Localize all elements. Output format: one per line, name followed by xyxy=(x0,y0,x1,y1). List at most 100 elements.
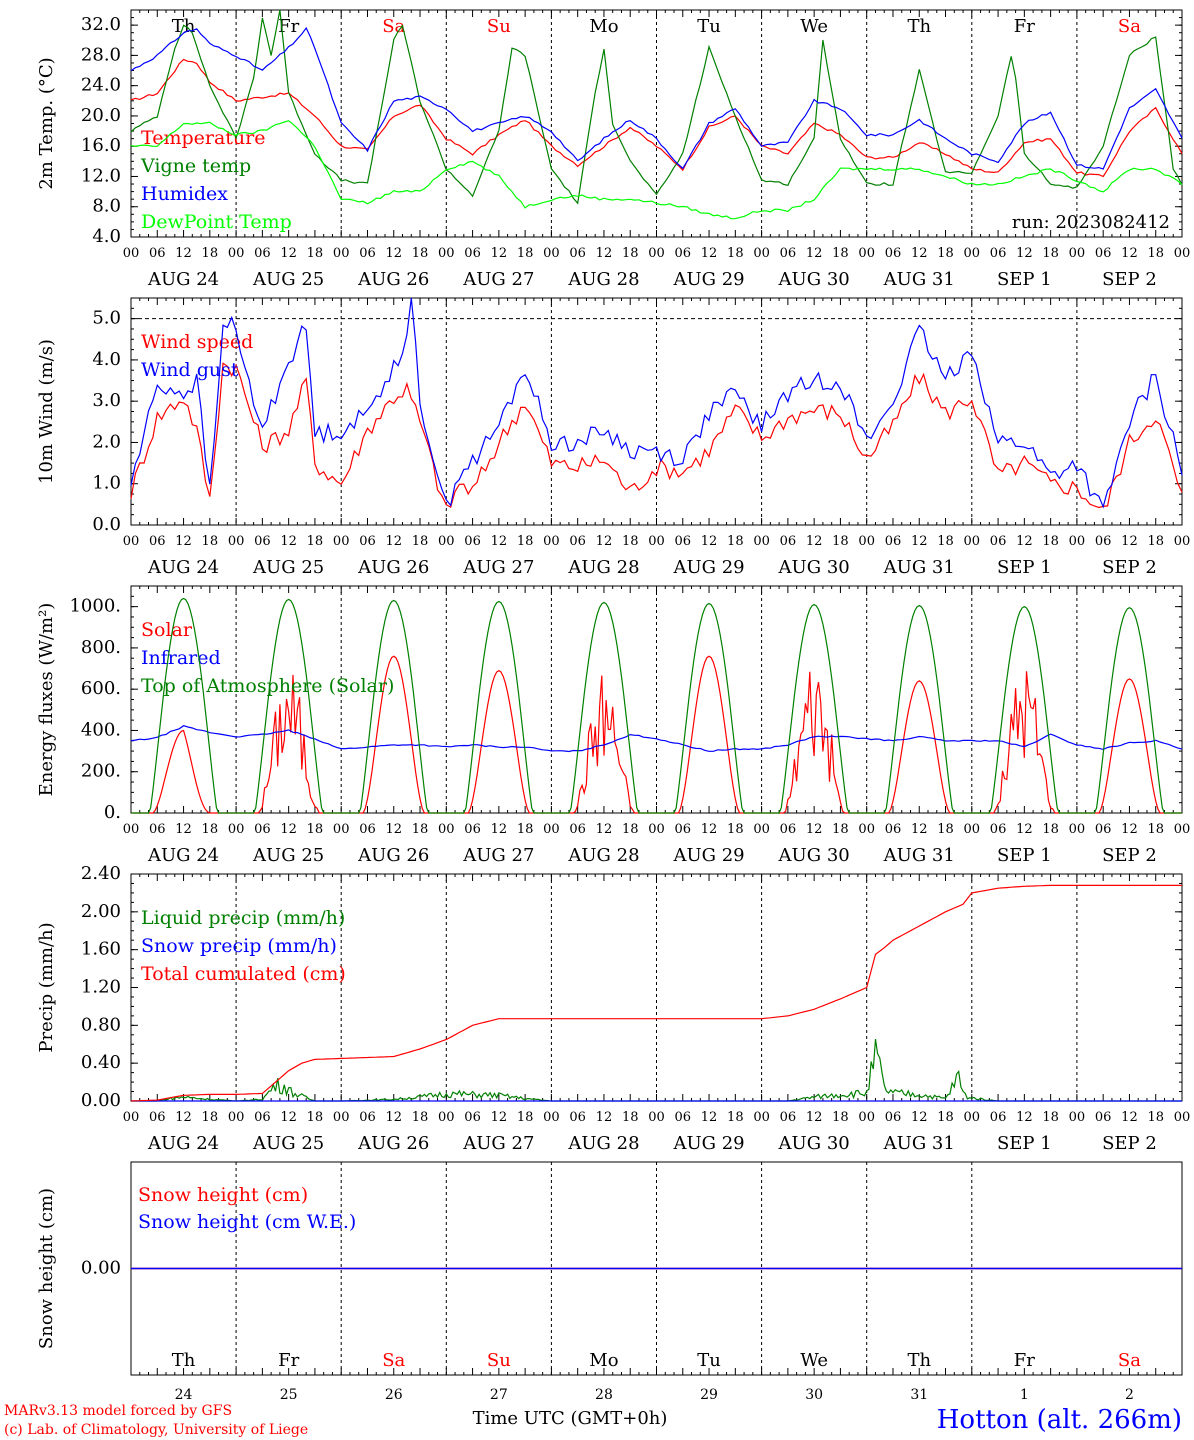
x-tick-label: 18 xyxy=(1042,534,1059,549)
y-axis-label: Snow height (cm) xyxy=(36,1188,57,1349)
run-label: run: 2023082412 xyxy=(1012,212,1170,233)
date-label: AUG 31 xyxy=(883,269,955,290)
y-tick-label: 4.0 xyxy=(92,349,121,370)
x-tick-label: 12 xyxy=(385,534,402,549)
weekday-label: Th xyxy=(907,16,931,37)
y-tick-label: 400. xyxy=(81,719,121,740)
x-tick-label: 12 xyxy=(1121,534,1138,549)
date-label: AUG 31 xyxy=(883,557,955,578)
x-tick-label: 00 xyxy=(964,246,981,261)
x-tick-label: 00 xyxy=(1174,534,1191,549)
x-tick-label: 06 xyxy=(254,822,271,837)
x-tick-label: 00 xyxy=(753,534,770,549)
date-label: SEP 2 xyxy=(1102,1133,1157,1154)
x-tick-label: 06 xyxy=(1095,246,1112,261)
x-tick-label: 18 xyxy=(832,1110,849,1125)
x-tick-label: 18 xyxy=(202,534,219,549)
panel-3: 0. 200. 400. 600. 800. 1000. Energy fluxes (W/… xyxy=(36,585,1190,866)
x-tick-label: 00 xyxy=(964,822,981,837)
x-tick-label: 06 xyxy=(569,246,586,261)
y-tick-label: 1000. xyxy=(69,596,121,617)
weekday-label: Sa xyxy=(1118,16,1141,37)
y-tick-label: 200. xyxy=(81,761,121,782)
weekday-label: Fr xyxy=(278,16,299,37)
series-line-2 xyxy=(130,884,1182,1102)
x-tick-label: 00 xyxy=(964,534,981,549)
y-tick-label: 600. xyxy=(81,678,121,699)
x-tick-label: 18 xyxy=(517,1110,534,1125)
x-tick-label: 00 xyxy=(753,1110,770,1125)
legend-entry: Wind speed xyxy=(141,331,253,353)
weekday-label: Fr xyxy=(1014,16,1035,37)
x-tick-label: 00 xyxy=(648,534,665,549)
x-tick-label: 18 xyxy=(517,534,534,549)
date-label: AUG 30 xyxy=(778,1133,850,1154)
series-line-0 xyxy=(130,362,1183,509)
x-tick-label: 18 xyxy=(1042,1110,1059,1125)
date-label: AUG 28 xyxy=(567,1133,639,1154)
date-label: AUG 26 xyxy=(357,1133,429,1154)
y-tick-label: 0.40 xyxy=(81,1052,121,1073)
weekday-label: Sa xyxy=(1118,1350,1141,1371)
x-tick-label: 18 xyxy=(937,822,954,837)
weekday-label: Th xyxy=(907,1350,931,1371)
x-tick-label: 06 xyxy=(254,246,271,261)
date-label: AUG 25 xyxy=(252,1133,324,1154)
x-tick-label: 12 xyxy=(491,246,508,261)
x-tick-label: 06 xyxy=(254,1110,271,1125)
x-tick-label: 12 xyxy=(175,1110,192,1125)
series-line-2 xyxy=(130,26,1183,170)
x-tick-label: 06 xyxy=(359,246,376,261)
y-tick-label: 20.0 xyxy=(81,105,121,126)
y-tick-label: 5.0 xyxy=(92,308,121,329)
x-tick-label: 00 xyxy=(228,1110,245,1125)
x-tick-label: 18 xyxy=(832,534,849,549)
x-tick-label: 18 xyxy=(727,1110,744,1125)
x-tick-label: 06 xyxy=(464,534,481,549)
x-tick-label: 18 xyxy=(517,822,534,837)
x-tick-label: 12 xyxy=(175,246,192,261)
x-tick-label: 12 xyxy=(911,1110,928,1125)
x-tick-label: 18 xyxy=(1042,822,1059,837)
y-tick-label: 800. xyxy=(81,637,121,658)
date-label: AUG 28 xyxy=(567,845,639,866)
x-tick-label: 00 xyxy=(648,1110,665,1125)
x-tick-label: 06 xyxy=(885,822,902,837)
x-tick-label: 00 xyxy=(438,1110,455,1125)
x-tick-label: 18 xyxy=(622,534,639,549)
x-tick-label: 18 xyxy=(1042,246,1059,261)
series-line-1 xyxy=(130,725,1183,753)
x-tick-label: 12 xyxy=(1121,246,1138,261)
date-label: AUG 27 xyxy=(462,557,534,578)
weekday-label: Tu xyxy=(697,1350,721,1371)
y-axis-label: 10m Wind (m/s) xyxy=(36,339,57,484)
legend-entry: Wind gust xyxy=(141,359,239,381)
y-tick-label: 24.0 xyxy=(81,75,121,96)
y-tick-label: 0.00 xyxy=(81,1090,121,1111)
x-tick-label: 18 xyxy=(1147,534,1164,549)
date-label: AUG 28 xyxy=(567,269,639,290)
date-label: AUG 31 xyxy=(883,845,955,866)
x-tick-label: 00 xyxy=(648,246,665,261)
x-tick-label: 18 xyxy=(1147,246,1164,261)
x-tick-label: 00 xyxy=(858,1110,875,1125)
x-tick-label: 12 xyxy=(1121,822,1138,837)
panel-2: 0.0 1.0 2.0 3.0 4.0 5.0 10m Wind (m/s) 00 06 12 18… xyxy=(36,297,1191,578)
x-tick-label: 06 xyxy=(780,822,797,837)
legend-entry: Humidex xyxy=(141,183,228,205)
day-number-label: 24 xyxy=(175,1387,193,1403)
weekday-label: Fr xyxy=(278,1350,299,1371)
x-tick-label: 06 xyxy=(149,822,166,837)
series-line-1 xyxy=(130,297,1183,509)
x-tick-label: 06 xyxy=(149,246,166,261)
x-tick-label: 06 xyxy=(885,246,902,261)
chart-panels: 4.08.012.016.020.024.028.032.02m Temp. (… xyxy=(36,9,1191,1403)
x-tick-label: 06 xyxy=(1095,822,1112,837)
x-tick-label: 06 xyxy=(1095,534,1112,549)
x-tick-label: 06 xyxy=(675,534,692,549)
x-tick-label: 18 xyxy=(622,822,639,837)
date-label: AUG 26 xyxy=(357,269,429,290)
x-tick-label: 18 xyxy=(412,534,429,549)
x-tick-label: 00 xyxy=(1174,1110,1191,1125)
y-tick-label: 2.40 xyxy=(81,863,121,884)
